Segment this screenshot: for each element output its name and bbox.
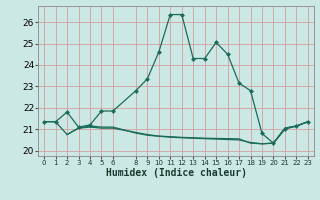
- X-axis label: Humidex (Indice chaleur): Humidex (Indice chaleur): [106, 168, 246, 178]
